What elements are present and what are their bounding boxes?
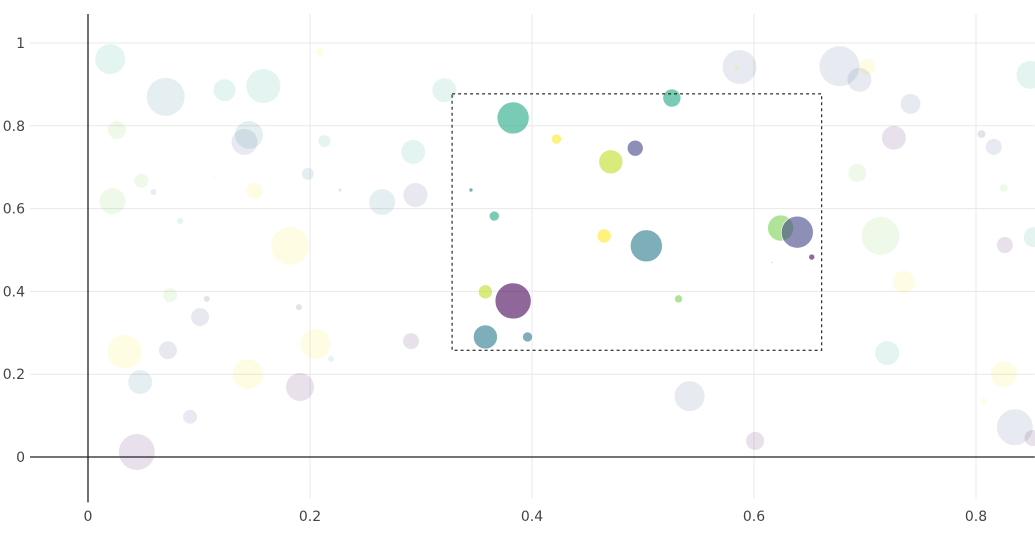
x-tick-label: 0.4	[521, 509, 543, 525]
data-point-unselected[interactable]	[118, 434, 155, 471]
data-point-selected[interactable]	[598, 149, 624, 175]
data-point-unselected[interactable]	[819, 46, 860, 87]
data-point-unselected[interactable]	[403, 333, 420, 350]
data-point-selected[interactable]	[770, 261, 773, 264]
data-point-unselected[interactable]	[881, 125, 906, 150]
data-point-unselected[interactable]	[300, 328, 331, 359]
data-points	[95, 44, 1035, 471]
data-point-unselected[interactable]	[722, 50, 757, 85]
data-point-unselected[interactable]	[183, 409, 198, 424]
data-point-selected[interactable]	[522, 331, 533, 343]
data-point-unselected[interactable]	[146, 77, 185, 116]
data-point-unselected[interactable]	[733, 64, 740, 71]
data-point-unselected[interactable]	[1023, 227, 1035, 248]
data-point-unselected[interactable]	[99, 188, 126, 215]
data-point-selected[interactable]	[478, 284, 493, 300]
y-tick-label: 0.4	[3, 284, 25, 300]
data-point-unselected[interactable]	[286, 373, 315, 402]
data-point-unselected[interactable]	[150, 189, 157, 196]
data-point-unselected[interactable]	[177, 218, 184, 225]
data-point-selected[interactable]	[780, 215, 814, 249]
data-point-unselected[interactable]	[999, 183, 1008, 192]
data-point-unselected[interactable]	[401, 139, 426, 164]
data-point-unselected[interactable]	[107, 334, 142, 369]
data-point-unselected[interactable]	[301, 167, 314, 180]
data-point-unselected[interactable]	[134, 173, 149, 188]
data-point-unselected[interactable]	[213, 79, 236, 102]
data-point-unselected[interactable]	[977, 130, 986, 139]
data-point-selected[interactable]	[662, 88, 682, 108]
data-point-unselected[interactable]	[163, 288, 178, 303]
data-point-unselected[interactable]	[432, 78, 457, 103]
data-point-selected[interactable]	[596, 228, 612, 244]
x-tick-label: 0.2	[299, 509, 321, 525]
data-point-selected[interactable]	[551, 133, 562, 145]
data-point-unselected[interactable]	[107, 120, 126, 139]
data-point-unselected[interactable]	[861, 216, 900, 255]
data-point-unselected[interactable]	[746, 431, 765, 450]
data-point-unselected[interactable]	[369, 188, 396, 215]
data-point-unselected[interactable]	[848, 163, 867, 182]
x-tick-label: 0.6	[743, 509, 765, 525]
y-tick-label: 1	[16, 36, 25, 52]
data-point-unselected[interactable]	[985, 138, 1002, 155]
gridlines	[30, 14, 1035, 499]
data-point-unselected[interactable]	[875, 341, 900, 366]
data-point-unselected[interactable]	[234, 120, 263, 149]
data-point-unselected[interactable]	[674, 381, 705, 412]
y-tick-label: 0.6	[3, 202, 25, 218]
data-point-selected[interactable]	[488, 210, 500, 222]
data-point-unselected[interactable]	[318, 135, 331, 148]
y-tick-label: 0.2	[3, 367, 25, 383]
x-tick-label: 0.8	[965, 509, 987, 525]
data-point-unselected[interactable]	[1016, 60, 1035, 89]
selection-box[interactable]	[451, 93, 823, 351]
data-point-unselected[interactable]	[990, 361, 1017, 388]
data-point-unselected[interactable]	[996, 237, 1013, 254]
data-point-unselected[interactable]	[158, 341, 177, 360]
data-point-unselected[interactable]	[847, 67, 872, 92]
tick-labels: 0 0.2 0.4 0.6 0.8 0 0.2 0.4 0.6 0.8 1	[3, 36, 987, 525]
data-point-selected[interactable]	[626, 139, 644, 157]
data-point-unselected[interactable]	[271, 226, 310, 265]
data-point-selected[interactable]	[808, 253, 816, 261]
y-tick-label: 0.8	[3, 119, 25, 135]
data-point-unselected[interactable]	[315, 48, 324, 57]
data-point-unselected[interactable]	[996, 409, 1033, 446]
data-point-unselected[interactable]	[1024, 429, 1035, 446]
data-point-unselected[interactable]	[900, 93, 921, 114]
data-point-unselected[interactable]	[128, 370, 153, 395]
data-point-selected[interactable]	[674, 294, 683, 304]
data-point-unselected[interactable]	[295, 304, 302, 311]
data-point-unselected[interactable]	[246, 182, 263, 199]
data-point-unselected[interactable]	[231, 128, 258, 155]
data-point-unselected[interactable]	[95, 44, 126, 75]
data-point-unselected[interactable]	[191, 308, 210, 327]
data-point-selected[interactable]	[468, 187, 474, 193]
data-point-unselected[interactable]	[203, 295, 210, 302]
data-point-unselected[interactable]	[859, 59, 876, 76]
data-point-unselected[interactable]	[892, 270, 915, 293]
data-point-unselected[interactable]	[403, 182, 428, 207]
data-point-unselected[interactable]	[246, 69, 281, 104]
x-tick-label: 0	[84, 509, 93, 525]
data-point-selected[interactable]	[473, 324, 498, 350]
data-point-selected[interactable]	[496, 101, 530, 135]
data-point-selected[interactable]	[630, 229, 663, 263]
data-point-unselected[interactable]	[338, 188, 342, 192]
data-point-selected[interactable]	[494, 282, 532, 320]
data-point-unselected[interactable]	[232, 359, 263, 390]
data-point-unselected[interactable]	[980, 398, 987, 405]
axes	[30, 14, 1035, 503]
data-point-unselected[interactable]	[328, 355, 335, 362]
data-point-unselected[interactable]	[213, 176, 216, 179]
y-tick-label: 0	[16, 450, 25, 466]
